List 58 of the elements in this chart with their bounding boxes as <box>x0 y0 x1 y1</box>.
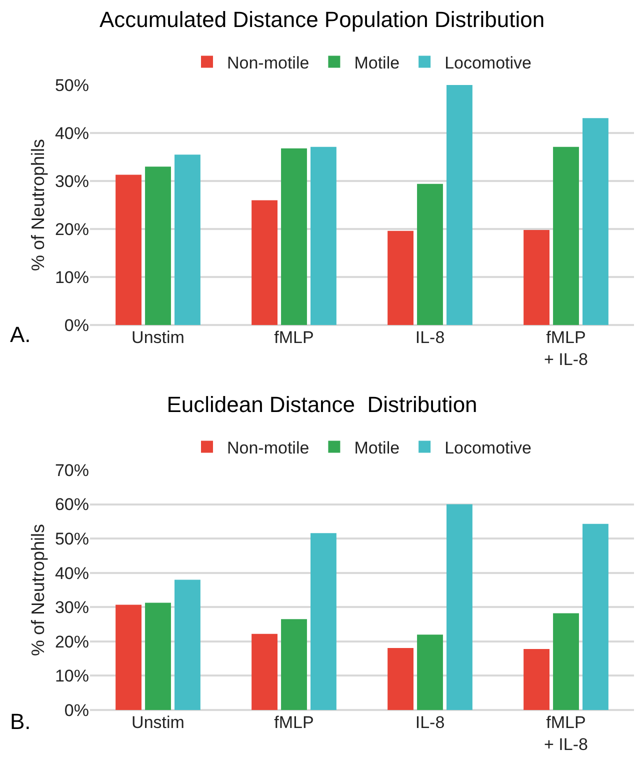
bar <box>145 602 171 710</box>
x-tick-label: fMLP <box>274 328 314 347</box>
x-tick-label: Unstim <box>132 713 184 732</box>
bar <box>388 230 414 325</box>
y-axis-title: % of Neutrophils <box>28 524 48 656</box>
y-tick-label: 40% <box>54 124 89 143</box>
bar <box>446 504 472 710</box>
bar <box>252 200 278 325</box>
y-tick-label: 20% <box>54 632 89 652</box>
x-tick-label: Unstim <box>132 328 184 347</box>
x-tick-label: fMLP + IL-8 <box>544 713 588 754</box>
bar <box>174 154 200 325</box>
bar <box>417 184 443 325</box>
x-tick-label: fMLP + IL-8 <box>544 328 588 370</box>
chart-title: Accumulated Distance Population Distribution <box>99 6 545 32</box>
y-tick-label: 30% <box>54 172 89 191</box>
bar <box>417 634 443 710</box>
legend-label: Locomotive <box>444 53 532 72</box>
y-tick-label: 30% <box>54 598 89 618</box>
bar <box>145 166 171 325</box>
bar <box>252 634 278 710</box>
legend-label: Locomotive <box>444 438 532 458</box>
chart-title: Euclidean Distance Distribution <box>166 392 478 417</box>
bar <box>553 613 579 710</box>
bar <box>553 146 579 325</box>
x-tick-label: IL-8 <box>415 713 445 732</box>
bar <box>310 533 336 710</box>
bar <box>281 148 307 325</box>
text: B. <box>10 709 31 734</box>
bar <box>446 85 472 325</box>
x-tick-label: fMLP <box>274 713 314 732</box>
y-tick-label: 50% <box>54 76 89 95</box>
y-axis-title: % of Neutrophils <box>28 138 48 272</box>
y-tick-label: 0% <box>64 700 89 720</box>
text: A. <box>10 322 31 347</box>
bar <box>582 524 608 710</box>
bar <box>388 648 414 710</box>
y-tick-label: 0% <box>64 316 89 335</box>
bar <box>524 648 550 710</box>
y-tick-label: 10% <box>54 268 89 287</box>
x-tick-label: IL-8 <box>415 328 445 347</box>
legend-label: Motile <box>354 438 400 458</box>
bar <box>116 604 142 710</box>
bar <box>174 580 200 710</box>
legend-label: Non-motile <box>227 53 310 72</box>
bar <box>524 230 550 325</box>
y-tick-label: 40% <box>54 564 89 583</box>
y-tick-label: 60% <box>54 495 89 514</box>
y-tick-label: 20% <box>54 220 89 239</box>
bar <box>116 174 142 325</box>
y-tick-label: 50% <box>54 530 89 549</box>
y-tick-label: 70% <box>54 460 89 480</box>
y-tick-label: 10% <box>54 666 89 686</box>
bar <box>281 619 307 710</box>
bar <box>582 118 608 325</box>
legend-label: Non-motile <box>227 438 310 458</box>
legend-label: Motile <box>354 53 400 72</box>
bar <box>310 146 336 325</box>
